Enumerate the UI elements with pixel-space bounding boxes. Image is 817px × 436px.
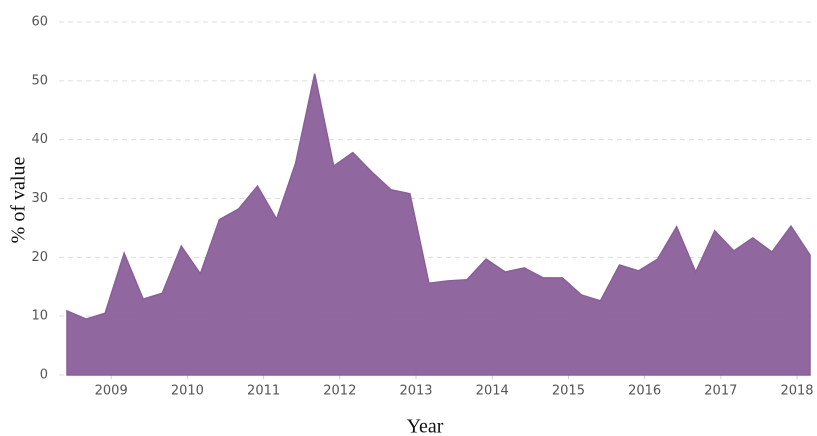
y-tick-label: 30	[31, 191, 48, 206]
x-tick-label: 2015	[552, 384, 585, 399]
y-tick-label: 60	[31, 15, 48, 30]
y-tick-label: 50	[31, 73, 48, 88]
area	[66, 73, 811, 376]
x-tick-label: 2012	[323, 384, 356, 399]
y-axis-title: % of value	[8, 157, 30, 244]
x-tick-label: 2017	[704, 384, 737, 399]
x-tick-label: 2016	[628, 384, 661, 399]
x-tick-label: 2014	[476, 384, 509, 399]
x-tick-label: 2009	[95, 384, 128, 399]
x-tick-label: 2011	[247, 384, 280, 399]
y-tick-label: 40	[31, 132, 48, 147]
x-tick-label: 2013	[399, 384, 432, 399]
y-tick-label: 20	[31, 250, 48, 265]
x-axis-title: Year	[407, 416, 444, 436]
x-tick-label: 2018	[780, 384, 813, 399]
x-tick-label: 2010	[171, 384, 204, 399]
y-tick-label: 0	[40, 368, 48, 383]
y-tick-label: 10	[31, 309, 48, 324]
